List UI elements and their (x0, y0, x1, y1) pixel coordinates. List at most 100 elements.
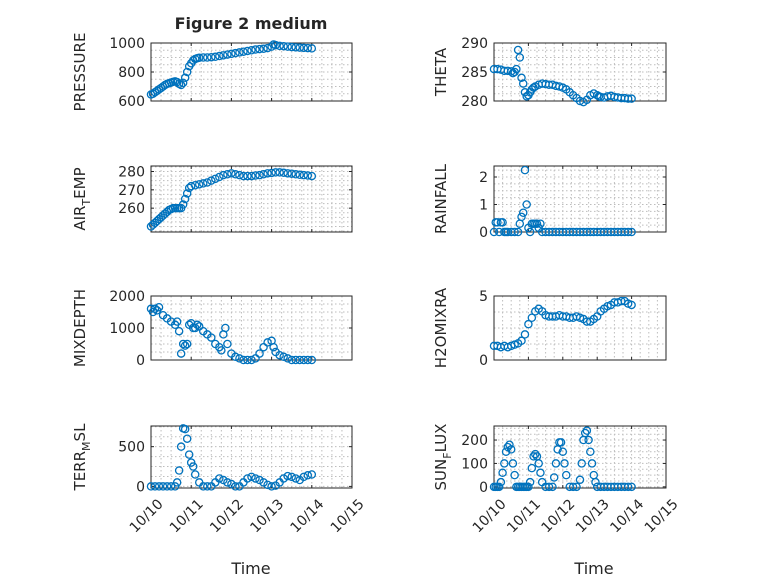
data-point (182, 339, 192, 349)
data-point (255, 44, 264, 54)
data-point (259, 44, 268, 54)
data-point (192, 320, 202, 330)
data-point (536, 468, 545, 478)
data-point (150, 304, 160, 314)
data-point (255, 349, 264, 358)
data-point (627, 482, 636, 492)
data-point (529, 452, 538, 461)
data-point (194, 53, 204, 63)
data-point (243, 171, 252, 181)
data-point (527, 313, 537, 323)
data-point (247, 472, 256, 482)
x-tick-label: 10/13 (247, 496, 287, 536)
y-tick-label: 600 (118, 94, 145, 110)
data-point (279, 352, 288, 362)
y-axis-label: SUNFLUX (432, 424, 454, 491)
data-point (247, 171, 256, 181)
data-point (203, 53, 212, 62)
x-tick-label: 10/11 (504, 496, 544, 536)
x-tick-label: 10/12 (539, 496, 579, 536)
data-point (211, 174, 220, 184)
data-point (303, 471, 313, 480)
data-point (219, 170, 228, 180)
data-point (493, 218, 502, 227)
data-point (549, 473, 559, 482)
data-point (515, 53, 525, 62)
data-point (513, 227, 523, 237)
axes-box (150, 165, 353, 233)
data-point (207, 52, 216, 62)
y-tick-label: 0 (136, 353, 145, 369)
data-point (231, 482, 240, 491)
data-point (627, 94, 636, 103)
data-point (287, 472, 296, 482)
x-tick-label: 10/14 (607, 496, 647, 536)
y-tick-label: 285 (461, 65, 488, 81)
data-point (544, 482, 554, 492)
data-point (235, 170, 244, 180)
data-point (180, 73, 190, 83)
data-point (180, 194, 190, 204)
data-point (259, 342, 268, 352)
subplot-air_temp: 260 270 280 AIRTEMP (71, 165, 353, 233)
y-tick-label: 0 (136, 479, 145, 495)
y-axis-label: RAINFALL (432, 163, 450, 234)
y-tick-label: 280 (118, 165, 145, 181)
data-point (299, 355, 309, 365)
data-point (586, 447, 595, 456)
data-point (269, 342, 278, 352)
x-tick-label: 10/15 (642, 496, 682, 536)
data-point (203, 178, 212, 187)
data-point (591, 477, 600, 487)
data-point (215, 172, 224, 182)
data-point (568, 482, 578, 492)
data-point (623, 482, 633, 492)
data-point (231, 352, 240, 362)
data-point (170, 482, 180, 491)
data-point (182, 189, 192, 198)
data-point (291, 169, 300, 179)
subplot-h2omixra: 0 5 H2OMIXRA (432, 287, 667, 369)
data-point (303, 355, 313, 365)
x-tick-label: 10/15 (328, 496, 368, 536)
data-point (275, 41, 284, 51)
data-point (524, 319, 533, 329)
y-tick-label: 800 (118, 65, 145, 81)
data-point (263, 338, 272, 347)
data-point (287, 42, 296, 52)
y-tick-label: 290 (461, 36, 488, 52)
data-point (263, 169, 272, 178)
y-tick-label: 0 (479, 225, 488, 241)
data-point (556, 438, 566, 447)
data-point (215, 474, 224, 483)
data-point (560, 459, 569, 468)
data-point (307, 470, 317, 479)
data-point (283, 354, 292, 363)
data-point (512, 64, 521, 74)
data-point (263, 43, 272, 53)
data-point (176, 442, 186, 451)
data-point (166, 482, 176, 491)
data-point (182, 67, 192, 77)
data-point (283, 471, 292, 481)
data-point (580, 428, 590, 438)
data-point (627, 300, 636, 310)
data-point (150, 482, 160, 491)
y-tick-label: 1000 (109, 321, 145, 337)
data-point (587, 459, 597, 468)
data-point (299, 472, 309, 482)
data-point (211, 52, 220, 62)
data-point (279, 168, 288, 178)
data-point (239, 355, 248, 365)
data-point (178, 200, 188, 209)
data-point (275, 168, 284, 177)
data-point (231, 48, 240, 58)
data-point (551, 459, 561, 468)
y-tick-label: 100 (461, 456, 488, 472)
data-point (180, 341, 190, 350)
x-tick-label: 10/11 (167, 496, 207, 536)
data-point (517, 336, 526, 346)
data-point (251, 474, 260, 483)
data-point (174, 466, 184, 475)
